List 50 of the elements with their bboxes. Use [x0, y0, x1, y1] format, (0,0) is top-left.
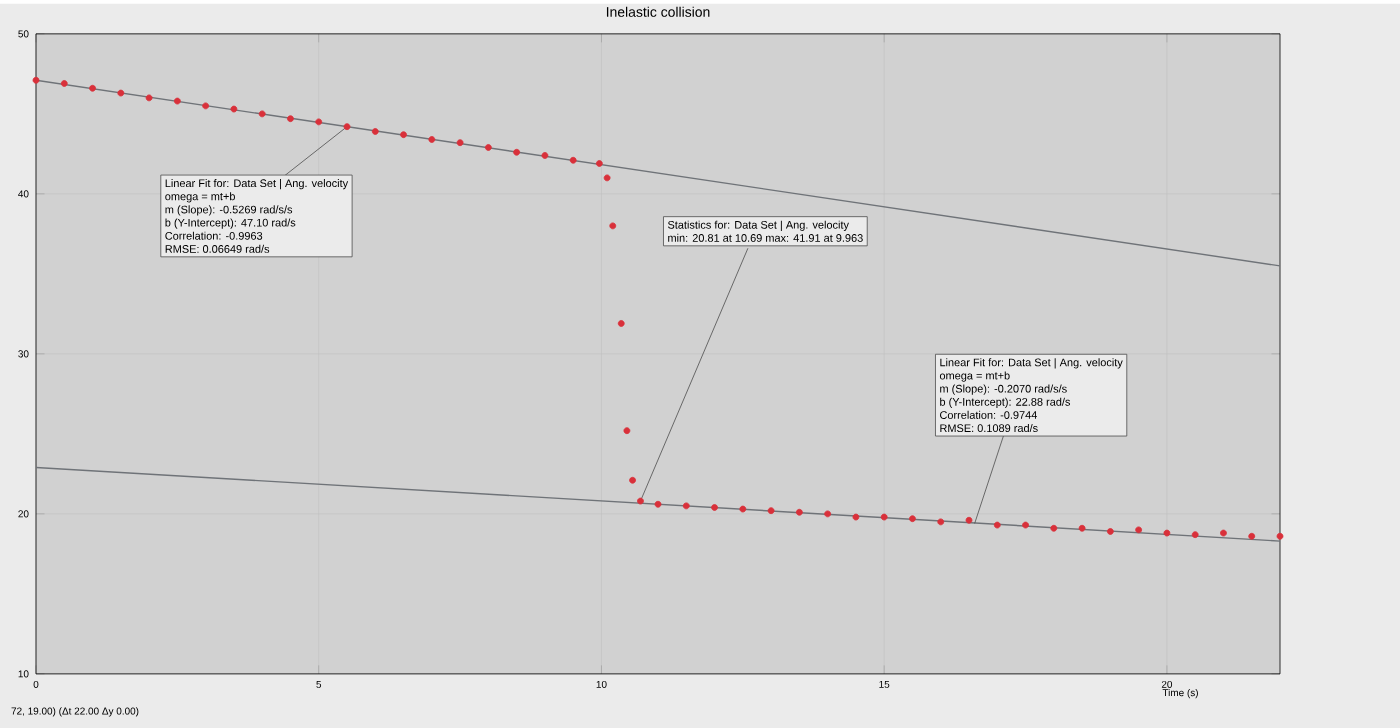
point	[1106, 528, 1114, 535]
point	[909, 515, 916, 523]
point	[603, 174, 611, 182]
point	[1050, 524, 1058, 532]
point	[287, 115, 294, 123]
point	[1191, 531, 1199, 539]
point	[32, 76, 40, 84]
point	[629, 476, 636, 484]
point	[1078, 524, 1086, 532]
point	[428, 136, 436, 143]
point	[1276, 532, 1284, 540]
point	[937, 518, 945, 526]
point	[852, 513, 860, 521]
point	[617, 320, 625, 327]
point	[60, 80, 68, 87]
point	[739, 505, 747, 513]
point	[1135, 526, 1143, 534]
point	[623, 427, 631, 435]
point	[993, 521, 1001, 529]
point	[484, 144, 492, 151]
point	[682, 502, 690, 510]
point	[400, 131, 407, 139]
point	[1248, 532, 1256, 540]
point	[230, 105, 238, 113]
point	[513, 148, 521, 156]
point	[711, 504, 718, 511]
point	[654, 500, 662, 508]
point	[173, 97, 181, 105]
point	[343, 123, 351, 131]
point	[767, 507, 775, 515]
point	[89, 84, 96, 92]
point	[541, 152, 549, 159]
point	[117, 89, 125, 97]
point	[371, 128, 379, 135]
point	[1022, 521, 1029, 529]
point	[595, 160, 603, 167]
point	[1163, 529, 1171, 537]
point	[258, 110, 266, 118]
point	[609, 222, 617, 230]
point	[1220, 529, 1227, 537]
point	[456, 139, 464, 147]
point	[965, 516, 973, 524]
point	[824, 510, 832, 518]
point	[315, 118, 323, 126]
point	[569, 156, 577, 164]
point	[880, 513, 888, 521]
point	[795, 508, 803, 516]
point	[637, 497, 644, 505]
point	[202, 102, 210, 110]
point	[145, 94, 153, 102]
